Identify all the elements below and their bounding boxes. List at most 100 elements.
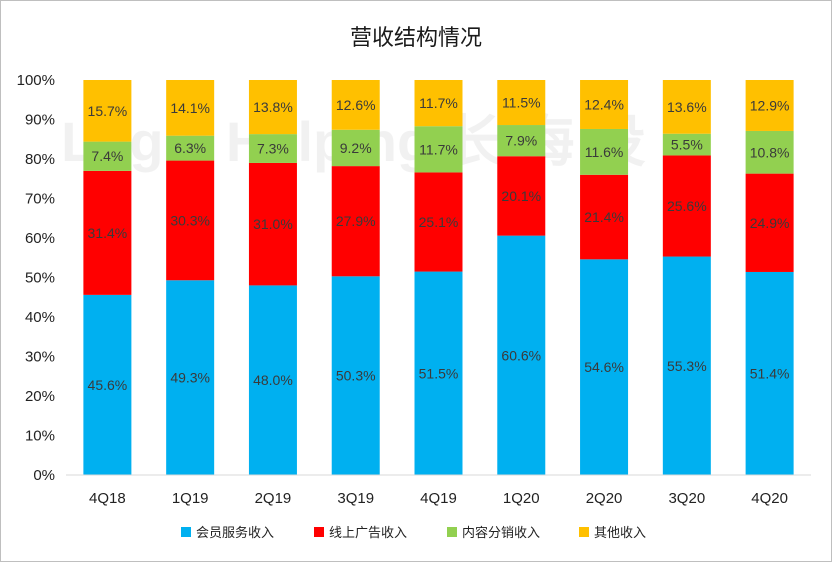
- data-label: 13.8%: [253, 99, 293, 115]
- x-tick-label: 1Q20: [503, 490, 540, 507]
- data-label: 49.3%: [170, 370, 210, 386]
- data-label: 11.7%: [419, 95, 458, 111]
- x-tick-label: 4Q18: [89, 490, 126, 507]
- y-tick-label: 10%: [25, 428, 55, 445]
- bar-segment: [662, 256, 711, 475]
- data-label: 25.6%: [667, 198, 707, 214]
- bar-segment: [83, 294, 132, 475]
- data-label: 25.1%: [419, 214, 459, 230]
- bar-segment: [745, 173, 794, 272]
- bar-segment: [497, 235, 546, 475]
- bar-segment: [331, 129, 380, 167]
- bar-segment: [745, 130, 794, 174]
- x-tick-label: 1Q19: [172, 490, 209, 507]
- y-tick-label: 40%: [25, 309, 55, 326]
- bar-segment: [497, 125, 546, 157]
- bar-segment: [745, 80, 794, 131]
- data-label: 12.6%: [336, 97, 376, 113]
- data-label: 45.6%: [88, 377, 128, 393]
- y-tick-label: 100%: [17, 72, 55, 89]
- data-label: 51.4%: [750, 365, 790, 381]
- bar-segment: [248, 162, 297, 286]
- data-label: 11.7%: [419, 141, 458, 157]
- bar-segment: [580, 259, 629, 475]
- data-label: 10.8%: [750, 144, 790, 160]
- bar-segment: [580, 80, 629, 129]
- bar-segment: [662, 155, 711, 257]
- y-tick-label: 30%: [25, 349, 55, 366]
- bar-segment: [331, 80, 380, 130]
- data-label: 31.0%: [253, 216, 293, 232]
- bars: 45.6% 31.4% 7.4% 15.7% 49.3% 30.3% 6.3% 14.1% 48…: [83, 80, 794, 475]
- data-label: 11.5%: [502, 95, 541, 111]
- bar-segment: [166, 160, 215, 281]
- bar-segment: [414, 126, 463, 173]
- legend-label: 其他收入: [594, 526, 646, 541]
- data-label: 20.1%: [501, 188, 541, 204]
- data-label: 13.6%: [667, 99, 707, 115]
- data-label: 14.1%: [170, 100, 210, 116]
- data-label: 31.4%: [88, 225, 128, 241]
- y-tick-label: 20%: [25, 388, 55, 405]
- data-label: 12.4%: [584, 96, 624, 112]
- data-label: 48.0%: [253, 372, 293, 388]
- bar-segment: [83, 141, 132, 171]
- x-tick-label: 4Q20: [751, 490, 788, 507]
- x-tick-label: 2Q20: [586, 490, 623, 507]
- bar-segment: [248, 134, 297, 163]
- legend-swatch: [579, 527, 589, 537]
- bar-segment: [580, 128, 629, 175]
- legend-label: 内容分销收入: [462, 525, 540, 541]
- legend-swatch: [447, 527, 457, 537]
- x-tick-label: 2Q19: [255, 490, 292, 507]
- legend-swatch: [181, 527, 191, 537]
- bar-segment: [166, 135, 215, 161]
- bar-segment: [166, 280, 215, 475]
- data-label: 21.4%: [584, 209, 624, 225]
- legend-label: 线上广告收入: [329, 526, 407, 541]
- legend-label: 会员服务收入: [196, 525, 274, 541]
- bar-segment: [248, 285, 297, 475]
- data-label: 54.6%: [584, 359, 624, 375]
- bar-segment: [331, 166, 380, 277]
- bar-segment: [248, 80, 297, 135]
- data-label: 12.9%: [750, 97, 790, 113]
- data-label: 30.3%: [170, 212, 210, 228]
- bar-segment: [662, 133, 711, 156]
- bar-segment: [166, 80, 215, 136]
- data-label: 27.9%: [336, 213, 376, 229]
- bar-segment: [83, 170, 132, 295]
- legend: 会员服务收入 线上广告收入 内容分销收入 其他收入: [181, 525, 646, 541]
- bar-segment: [414, 271, 463, 475]
- bar-segment: [662, 80, 711, 134]
- bar-segment: [497, 80, 546, 126]
- x-tick-label: 4Q19: [420, 490, 457, 507]
- y-tick-label: 90%: [25, 112, 55, 129]
- y-tick-label: 70%: [25, 191, 55, 208]
- bar-segment: [83, 80, 132, 142]
- x-axis: 4Q18 1Q19 2Q19 3Q19 4Q19 1Q20 2Q20 3Q20 4Q20: [66, 474, 811, 507]
- data-label: 51.5%: [419, 365, 459, 381]
- data-label: 9.2%: [340, 140, 372, 156]
- x-tick-label: 3Q20: [668, 490, 705, 507]
- data-label: 55.3%: [667, 358, 707, 374]
- data-label: 60.6%: [501, 347, 541, 363]
- bar-segment: [331, 276, 380, 475]
- data-label: 6.3%: [174, 140, 206, 156]
- data-label: 5.5%: [671, 137, 703, 153]
- y-tick-label: 80%: [25, 151, 55, 168]
- data-label: 7.9%: [505, 133, 537, 149]
- bar-segment: [497, 156, 546, 236]
- data-label: 24.9%: [750, 215, 790, 231]
- bar-segment: [580, 174, 629, 260]
- bar-segment: [745, 271, 794, 475]
- data-label: 11.6%: [585, 144, 624, 160]
- data-label: 15.7%: [88, 103, 128, 119]
- data-label: 7.4%: [91, 148, 123, 164]
- bar-segment: [414, 80, 463, 127]
- x-tick-label: 3Q19: [337, 490, 374, 507]
- chart-title: 营收结构情况: [350, 26, 482, 51]
- y-axis: 0% 10% 20% 30% 40% 50% 60% 70% 80% 90% 100%: [17, 72, 55, 484]
